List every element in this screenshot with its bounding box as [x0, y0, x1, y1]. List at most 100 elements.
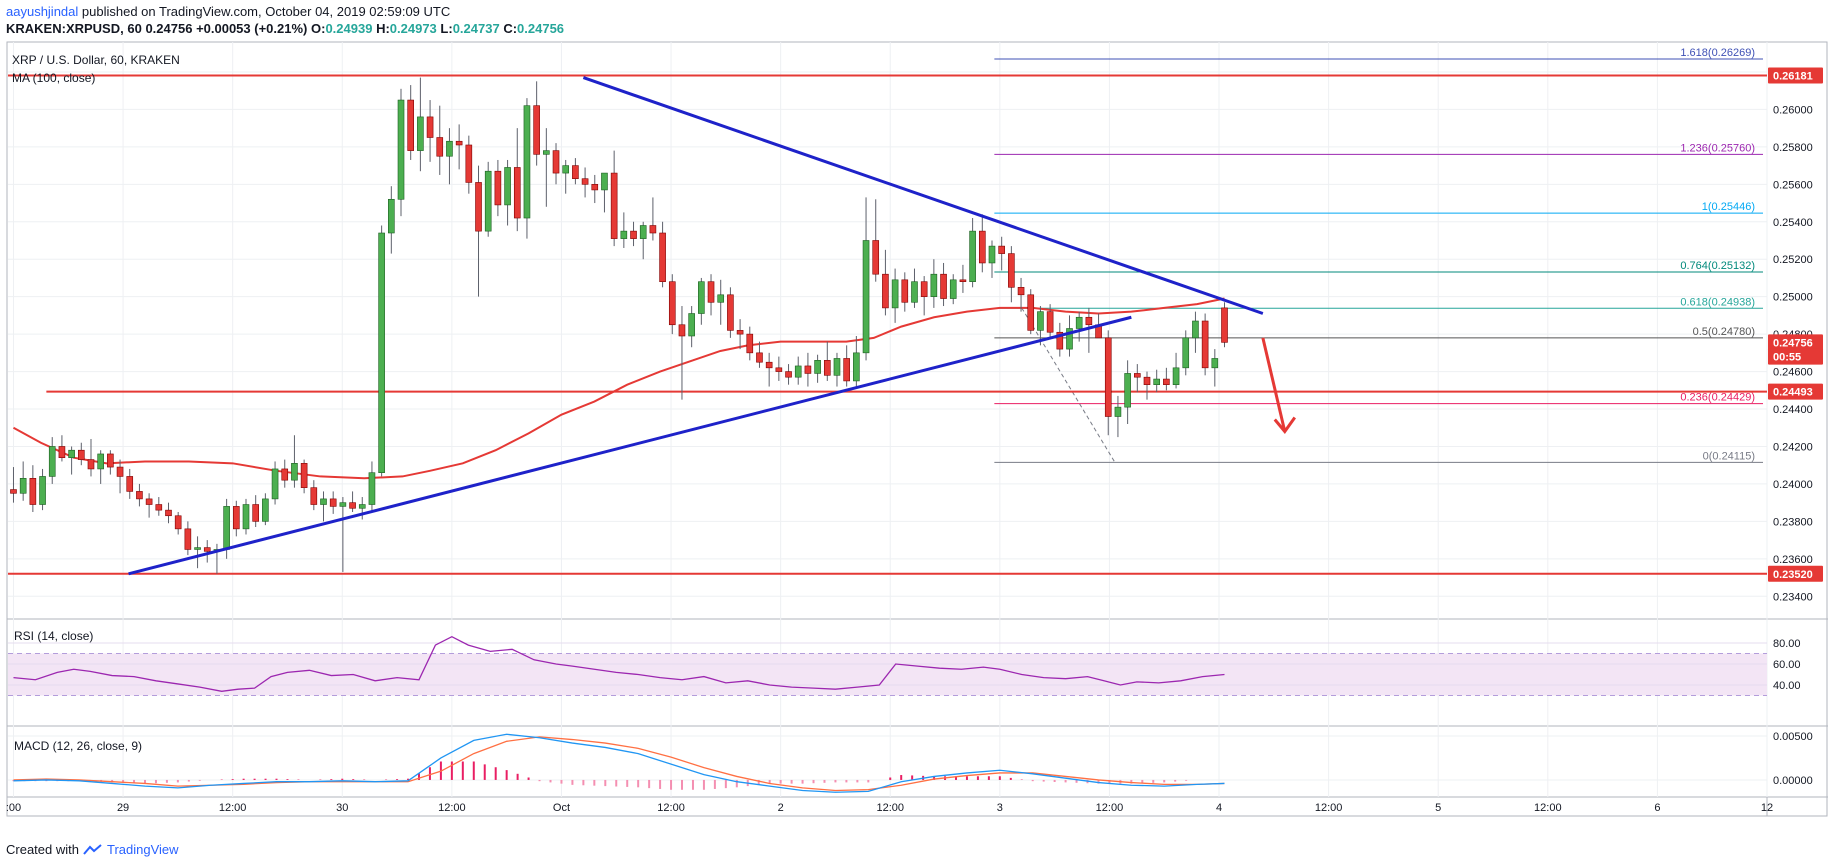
price-marker-bg — [1768, 67, 1823, 84]
candle-down — [329, 498, 337, 507]
macd-pane: 0.00500 0.00000 — [8, 731, 1813, 793]
time-tick-label: 2 — [778, 802, 784, 814]
candle-up — [988, 245, 996, 264]
candle-up — [320, 498, 327, 505]
candle-up — [271, 468, 279, 500]
candle-down — [552, 150, 560, 174]
candle-up — [1182, 337, 1190, 369]
candle-down — [513, 167, 521, 219]
candle-up — [698, 281, 705, 314]
price-marker-label: 0.24756 — [1773, 337, 1813, 349]
candle-up — [388, 198, 395, 234]
candle-up — [339, 502, 347, 507]
candle-up — [930, 273, 938, 297]
candle-up — [484, 170, 492, 232]
candle-up — [562, 165, 570, 174]
rsi-tick-label: 60.00 — [1773, 659, 1801, 671]
close-label: C: — [503, 21, 518, 36]
candle-down — [281, 468, 289, 481]
candle-down — [659, 232, 666, 282]
candle-up — [1124, 373, 1131, 408]
open-label: O: — [311, 21, 326, 36]
candle-up — [639, 225, 647, 239]
candle-up — [949, 279, 957, 299]
candle-down — [901, 279, 909, 303]
candle-down — [785, 371, 792, 378]
price-marker-label: 0.23520 — [1773, 569, 1813, 581]
arrow-shaft — [1261, 337, 1287, 432]
time-tick-label: Oct — [553, 802, 570, 814]
price-tick-label: 0.26000 — [1773, 104, 1813, 116]
fib-level-label: 0(0.24115) — [1703, 450, 1755, 462]
candle-down — [233, 506, 240, 530]
chart-border — [6, 41, 1828, 817]
fib-level-label: 0.764(0.25132) — [1680, 260, 1755, 272]
horizontal-levels[interactable] — [8, 74, 1767, 575]
ohlc-line: KRAKEN:XRPUSD, 60 0.24756 +0.00053 (+0.2… — [6, 21, 564, 36]
candle-down — [959, 279, 967, 282]
candle-down — [765, 361, 773, 369]
candle-up — [853, 352, 860, 382]
fibonacci-retracement[interactable]: 1.618(0.26269) 1.236(0.25760) 1(0.25446) 0.… — [994, 47, 1763, 463]
ma-legend: MA (100, close) — [12, 71, 95, 85]
time-tick-label: 30 — [336, 802, 348, 814]
candle-down — [1008, 253, 1015, 288]
candle-up — [39, 476, 46, 505]
candle-up — [543, 150, 550, 155]
low-value: 0.24737 — [452, 21, 500, 36]
candle-up — [911, 281, 918, 303]
candle-down — [10, 489, 17, 494]
time-tick-label: 12 — [1761, 802, 1773, 814]
created-with-text: Created with — [6, 842, 79, 857]
candle-up — [1114, 406, 1122, 417]
candle-up — [814, 360, 821, 374]
price-tick-label: 0.23800 — [1773, 516, 1813, 528]
price-marker-label: 0.24493 — [1773, 387, 1813, 399]
published-text: published on TradingView.com, October 04… — [81, 4, 451, 19]
tradingview-link[interactable]: TradingView — [106, 842, 179, 857]
candles — [10, 77, 1228, 574]
candle-down — [475, 182, 482, 232]
price-tick-label: 0.24400 — [1773, 404, 1813, 416]
candle-down — [1085, 316, 1093, 326]
fib-level-label: 0.236(0.24429) — [1680, 392, 1755, 404]
candle-up — [223, 506, 230, 550]
candle-down — [1056, 331, 1064, 350]
fib-level-label: 1(0.25446) — [1702, 201, 1755, 213]
candle-down — [727, 294, 734, 331]
time-tick-label: 12:00 — [876, 802, 904, 814]
candle-down — [136, 491, 143, 500]
candle-up — [1153, 378, 1160, 385]
candle-up — [794, 365, 802, 378]
candle-up — [397, 99, 405, 200]
fib-level-label: 1.618(0.26269) — [1680, 47, 1755, 59]
candle-down — [678, 324, 686, 337]
author-link[interactable]: aayushjindal — [6, 4, 79, 19]
candle-up — [19, 478, 27, 494]
price-tick-label: 0.25600 — [1773, 179, 1813, 191]
candle-down — [1046, 311, 1054, 333]
candle-up — [523, 105, 531, 219]
time-tick-label: 29 — [117, 802, 129, 814]
time-tick-label: 3 — [997, 802, 1003, 814]
candle-down — [940, 273, 947, 299]
candle-up — [891, 279, 899, 309]
price-tick-label: 0.23400 — [1773, 591, 1813, 603]
candle-up — [262, 498, 269, 522]
candle-up — [1192, 320, 1199, 339]
candle-up — [717, 294, 725, 303]
candle-up — [291, 463, 298, 481]
trendlines[interactable] — [128, 76, 1264, 576]
price-marker-label: 00:55 — [1773, 352, 1801, 364]
candle-up — [48, 446, 56, 477]
price-tick-label: 0.25000 — [1773, 292, 1813, 304]
header: aayushjindal published on TradingView.co… — [0, 0, 1828, 42]
time-tick-label: 12:00 — [657, 802, 685, 814]
forecast-arrow[interactable] — [1261, 337, 1297, 434]
candle-down — [107, 453, 114, 468]
candle-up — [862, 240, 870, 354]
price-change: +0.00053 (+0.21%) — [196, 21, 308, 36]
candle-down — [756, 352, 763, 363]
candle-down — [203, 547, 211, 552]
